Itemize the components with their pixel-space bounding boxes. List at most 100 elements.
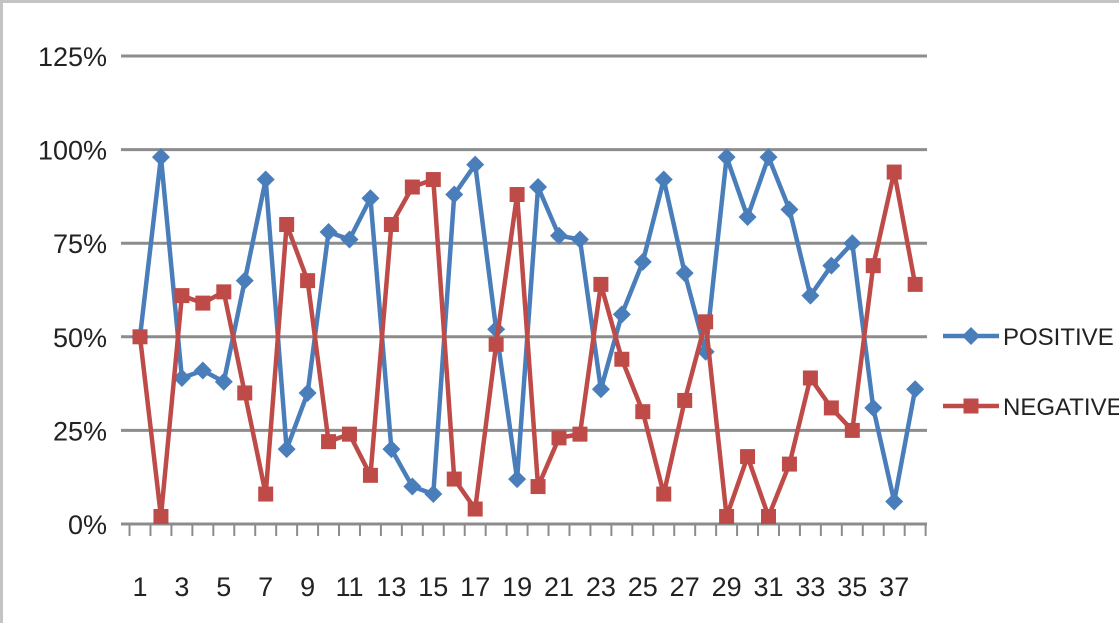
data-point-negative [342, 426, 357, 442]
x-tick-label: 25 [628, 572, 658, 602]
data-point-negative [530, 479, 546, 495]
data-point-negative [740, 449, 756, 465]
data-point-positive [801, 286, 820, 305]
data-point-negative [321, 434, 337, 450]
x-tick-label: 3 [174, 572, 189, 602]
x-tick-label: 33 [795, 572, 825, 602]
data-point-negative [823, 400, 839, 416]
data-point-negative [425, 172, 441, 188]
data-point-positive [298, 383, 317, 402]
data-point-positive [214, 372, 233, 391]
data-point-positive [508, 470, 527, 489]
data-point-negative [761, 509, 776, 525]
data-point-positive [256, 170, 275, 189]
data-point-negative [404, 179, 420, 195]
data-point-positive [403, 477, 422, 496]
legend-item-negative: NEGATIVE [943, 394, 1119, 421]
data-point-negative [677, 392, 693, 408]
data-point-negative [656, 486, 672, 502]
data-point-positive [424, 485, 443, 504]
x-tick-label: 11 [335, 572, 363, 602]
series-negative [132, 164, 923, 525]
data-point-positive [864, 398, 883, 417]
line-chart: 0%25%50%75%100%125% 1 3 5 7 9 11 13 15 17 19 21 23 2… [38, 42, 1119, 602]
data-point-negative [844, 422, 860, 438]
data-point-negative [886, 164, 902, 180]
x-tick-label: 29 [712, 572, 742, 602]
series-line-negative [137, 169, 918, 519]
data-point-positive [591, 380, 610, 399]
data-point-positive [906, 380, 925, 399]
data-point-positive [151, 148, 170, 167]
data-point-positive [382, 440, 401, 459]
data-point-positive [843, 234, 862, 253]
data-point-negative [802, 370, 818, 386]
data-point-positive [612, 305, 631, 324]
y-tick-label: 0% [68, 510, 107, 540]
data-point-positive [654, 170, 673, 189]
data-point-negative [572, 426, 588, 442]
x-tick-label: 5 [216, 572, 231, 602]
x-tick-label: 27 [670, 572, 700, 602]
x-axis [128, 524, 927, 536]
data-point-positive [235, 271, 254, 290]
legend: POSITIVE NEGATIVE [943, 324, 1119, 421]
data-point-negative [719, 509, 735, 525]
data-point-positive [319, 222, 338, 241]
y-tick-label: 75% [53, 229, 107, 259]
data-point-negative [258, 486, 274, 502]
data-point-negative [865, 258, 881, 274]
gridlines [121, 54, 927, 526]
data-point-positive [193, 361, 212, 380]
x-tick-label: 1 [132, 572, 147, 602]
y-tick-label: 100% [38, 136, 107, 166]
data-point-negative [488, 336, 504, 352]
data-point-negative [237, 385, 253, 401]
data-point-negative [216, 284, 232, 300]
legend-marker-positive [962, 327, 980, 345]
data-point-negative [279, 216, 295, 232]
data-point-negative [195, 295, 211, 311]
x-tick-label: 35 [837, 572, 867, 602]
x-tick-label: 15 [418, 572, 448, 602]
data-point-positive [529, 178, 548, 197]
data-point-positive [738, 207, 757, 226]
data-point-positive [172, 368, 191, 387]
y-tick-label: 25% [53, 416, 107, 446]
x-axis-tick-labels: 1 3 5 7 9 11 13 15 17 19 21 23 25 27 29 31 33 35 37 [132, 572, 909, 602]
data-point-positive [885, 492, 904, 511]
data-point-negative [781, 456, 797, 472]
data-point-negative [593, 276, 609, 292]
y-tick-label: 50% [53, 323, 107, 353]
x-tick-label: 37 [879, 572, 909, 602]
x-tick-label: 13 [376, 572, 406, 602]
legend-marker-negative [963, 398, 979, 414]
y-axis-tick-labels: 0% 25% 50% 75% 100% 125% [38, 42, 107, 540]
y-tick-label: 125% [38, 42, 107, 72]
data-point-negative [153, 509, 169, 525]
x-tick-label: 23 [586, 572, 616, 602]
data-point-negative [551, 430, 567, 446]
legend-label-negative: NEGATIVE [1003, 394, 1119, 421]
data-point-positive [633, 252, 652, 271]
legend-label-positive: POSITIVE [1003, 324, 1114, 351]
data-point-negative [698, 314, 714, 330]
data-point-negative [467, 501, 483, 517]
data-point-positive [570, 230, 589, 249]
data-point-positive [717, 148, 736, 167]
x-tick-label: 9 [300, 572, 315, 602]
legend-item-positive: POSITIVE [943, 324, 1114, 351]
data-point-negative [362, 467, 378, 483]
data-point-positive [340, 230, 359, 249]
data-point-negative [383, 216, 399, 232]
data-point-positive [822, 256, 841, 275]
data-point-positive [550, 226, 568, 245]
data-point-negative [446, 471, 462, 487]
data-point-positive [466, 155, 485, 174]
x-tick-label: 17 [460, 572, 490, 602]
data-point-negative [174, 288, 190, 304]
x-tick-label: 31 [753, 572, 783, 602]
data-point-negative [300, 273, 316, 289]
data-point-negative [635, 404, 651, 420]
